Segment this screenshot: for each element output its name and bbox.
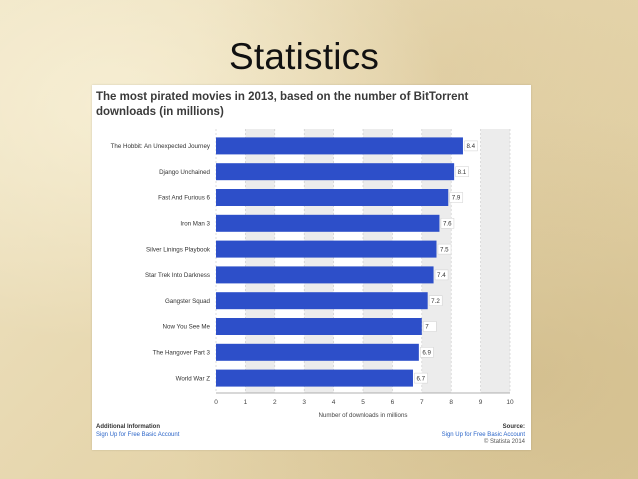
value-label: 6.7: [416, 375, 425, 382]
footer-additional-info: Additional Information Sign Up for Free …: [96, 424, 179, 439]
category-label: World War Z: [176, 375, 211, 382]
x-tick-label: 1: [244, 399, 248, 406]
bar: [216, 318, 422, 335]
value-label: 8.4: [466, 143, 475, 150]
value-label: 7.9: [452, 195, 461, 202]
value-label-box: [420, 347, 434, 358]
bar: [216, 163, 455, 181]
bar: [216, 343, 419, 361]
bar: [216, 292, 428, 310]
category-label: The Hobbit: An Unexpected Journey: [111, 143, 211, 150]
x-tick-label: 3: [302, 399, 306, 406]
footer-source: Source: Sign Up for Free Basic Account ©…: [442, 424, 525, 447]
bar: [216, 266, 434, 284]
chart-title: The most pirated movies in 2013, based o…: [96, 91, 469, 118]
category-label: Fast And Furious 6: [158, 195, 210, 202]
x-tick-label: 0: [214, 399, 218, 406]
value-label: 7.2: [431, 298, 440, 305]
bar-chart: The Hobbit: An Unexpected Journey 8.4 Djan…: [111, 129, 514, 419]
category-label: Star Trek Into Darkness: [145, 272, 210, 279]
copyright-text: © Statista 2014: [483, 439, 525, 445]
bar: [216, 369, 413, 387]
slide-title: Statistics: [229, 36, 380, 77]
x-tick-label: 4: [332, 399, 336, 406]
value-label-box: [414, 372, 428, 384]
value-label-box: [434, 269, 449, 281]
value-label: 8.1: [458, 169, 467, 176]
x-tick-label: 5: [361, 399, 365, 406]
value-label-box: [437, 243, 452, 255]
source-link[interactable]: Sign Up for Free Basic Account: [441, 431, 525, 438]
category-label: Iron Man 3: [180, 221, 210, 228]
x-tick-label: 7: [420, 399, 424, 406]
x-tick-label: 8: [449, 399, 453, 406]
value-label: 7: [425, 324, 429, 331]
chart-panel: The most pirated movies in 2013, based o…: [92, 85, 531, 450]
value-label-box: [423, 321, 437, 332]
bar: [216, 137, 463, 155]
x-axis-title: Number of downloads in millions: [318, 412, 407, 419]
bar: [216, 240, 437, 258]
category-label: Gangster Squad: [165, 298, 211, 305]
grid-band: [480, 129, 510, 393]
value-label-box: [440, 218, 455, 229]
value-label: 7.6: [443, 221, 452, 228]
category-label: Silver Linings Playbook: [146, 246, 211, 253]
x-tick-label: 6: [391, 399, 395, 406]
value-label-box: [455, 166, 469, 177]
value-label: 7.5: [440, 246, 449, 253]
x-tick-label: 2: [273, 399, 277, 406]
value-label-box: [428, 295, 443, 306]
x-tick-label: 9: [479, 399, 483, 406]
category-label: The Hangover Part 3: [153, 350, 211, 357]
value-label-box: [464, 140, 478, 152]
value-label-box: [449, 192, 464, 203]
bar: [216, 214, 440, 232]
bar: [216, 189, 449, 206]
additional-info-link[interactable]: Sign Up for Free Basic Account: [96, 431, 180, 438]
category-label: Now You See Me: [163, 324, 211, 331]
value-label: 6.9: [422, 350, 431, 357]
x-tick-label: 10: [506, 399, 514, 406]
additional-info-heading: Additional Information: [96, 424, 160, 430]
source-heading: Source:: [502, 424, 525, 430]
value-label: 7.4: [437, 272, 446, 279]
category-label: Django Unchained: [159, 169, 210, 176]
